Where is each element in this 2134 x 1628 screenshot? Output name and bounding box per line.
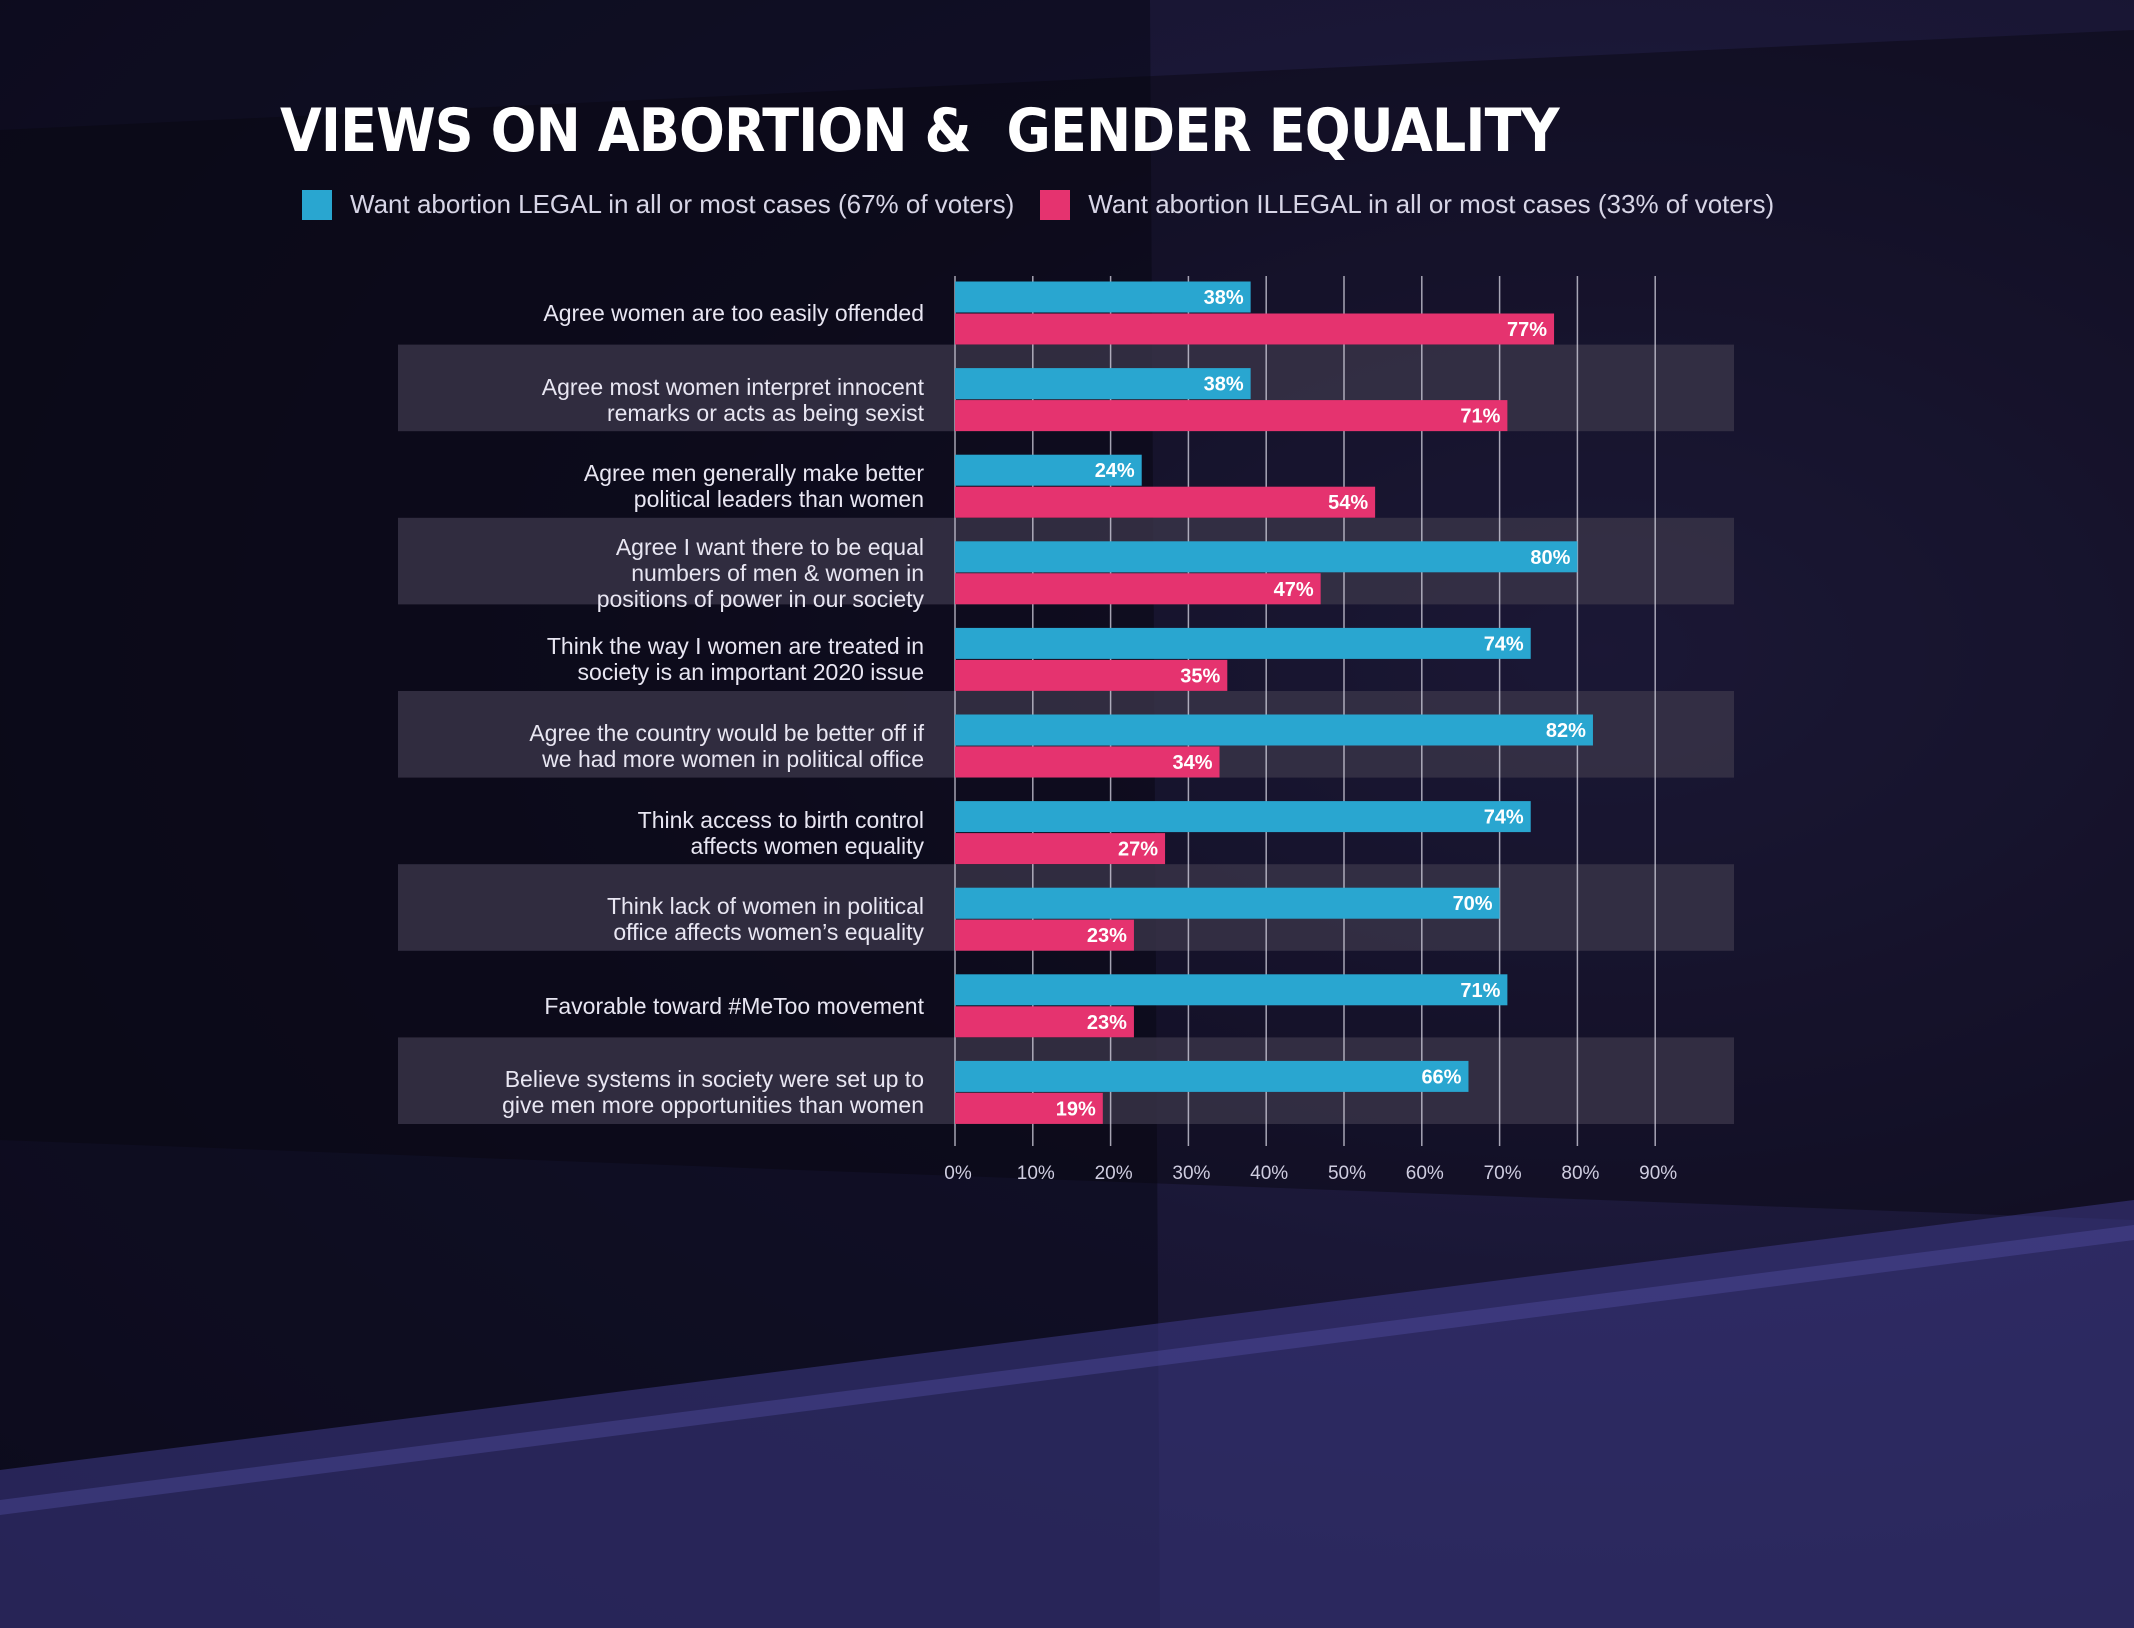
bar-legal: [955, 1060, 1469, 1092]
bar-value-label: 24%: [1095, 460, 1135, 482]
bar-illegal: [955, 919, 1134, 951]
legend-item-legal: Want abortion LEGAL in all or most cases…: [302, 189, 1014, 220]
x-tick-label: 60%: [1406, 1163, 1444, 1184]
bar-illegal: [955, 573, 1321, 605]
bar-value-label: 66%: [1421, 1066, 1461, 1088]
bar-value-label: 35%: [1180, 665, 1220, 687]
bar-value-label: 70%: [1453, 893, 1493, 915]
bar-legal: [955, 974, 1508, 1006]
x-tick-label: 30%: [1172, 1163, 1210, 1184]
bar-legal: [955, 801, 1531, 833]
bar-value-label: 77%: [1507, 319, 1547, 341]
bar-legal: [955, 368, 1251, 400]
bar-value-label: 47%: [1274, 579, 1314, 601]
bar-illegal: [955, 486, 1376, 518]
bar-legal: [955, 454, 1142, 486]
category-label: Agree men generally make better politica…: [583, 460, 924, 513]
bar-illegal: [955, 313, 1555, 345]
x-tick-label: 80%: [1561, 1163, 1599, 1184]
legend: Want abortion LEGAL in all or most cases…: [302, 189, 1800, 220]
bar-legal: [955, 887, 1500, 919]
bar-value-label: 54%: [1328, 492, 1368, 514]
bar-value-label: 74%: [1484, 633, 1524, 655]
x-tick-label: 20%: [1095, 1163, 1133, 1184]
x-axis-ticks: 0% 10% 20% 30% 40% 50% 60% 70% 80% 90%: [944, 1163, 1677, 1184]
x-tick-label: 90%: [1639, 1163, 1677, 1184]
category-label: Agree women are too easily offended: [543, 300, 924, 326]
bar-value-label: 80%: [1530, 547, 1570, 569]
category-label: Think access to birth control affects wo…: [637, 806, 924, 859]
bar-illegal: [955, 1006, 1134, 1038]
category-label: Agree most women interpret innocent rema…: [541, 373, 924, 426]
bar-value-label: 82%: [1546, 720, 1586, 742]
chart-title: VIEWS ON ABORTION & GENDER EQUALITY: [280, 96, 1560, 166]
bar-value-label: 71%: [1460, 406, 1500, 428]
bar-value-label: 23%: [1087, 925, 1127, 947]
category-label: Think the way I women are treated in soc…: [546, 633, 924, 686]
bar-value-label: 38%: [1204, 374, 1244, 396]
bar-legal: [955, 281, 1251, 313]
legend-label-illegal: Want abortion ILLEGAL in all or most cas…: [1088, 189, 1775, 219]
x-tick-label: 50%: [1328, 1163, 1366, 1184]
bar-legal: [955, 627, 1531, 659]
bars: [955, 281, 1593, 1124]
bar-value-label: 23%: [1087, 1012, 1127, 1034]
category-label: Think lack of women in political office …: [606, 893, 924, 946]
bar-illegal: [955, 833, 1166, 865]
category-label: Favorable toward #MeToo movement: [544, 992, 924, 1019]
legend-item-illegal: Want abortion ILLEGAL in all or most cas…: [1040, 189, 1774, 220]
category-label: Agree I want there to be equal numbers o…: [596, 533, 924, 612]
legend-swatch-legal: [302, 189, 332, 220]
bar-value-label: 74%: [1484, 807, 1524, 829]
bar-value-label: 34%: [1172, 752, 1212, 774]
bar-illegal: [955, 400, 1508, 432]
x-tick-label: 40%: [1250, 1163, 1288, 1184]
bar-legal: [955, 714, 1593, 746]
bar-value-label: 71%: [1460, 980, 1500, 1002]
bar-value-label: 27%: [1118, 839, 1158, 861]
legend-swatch-illegal: [1040, 189, 1071, 220]
category-label: Agree the country would be better off if…: [529, 720, 924, 772]
bar-illegal: [955, 659, 1228, 691]
x-tick-label: 10%: [1017, 1163, 1055, 1184]
bar-value-labels: 38% 77% 38% 71% 24% 54% 80% 47% 74% 35% 82% 34% 74% 2…: [1056, 287, 1586, 1120]
bar-value-label: 19%: [1056, 1098, 1096, 1120]
legend-label-legal: Want abortion LEGAL in all or most cases…: [350, 189, 1015, 219]
bar-value-label: 38%: [1204, 287, 1244, 309]
x-tick-label: 0%: [944, 1163, 972, 1184]
x-tick-label: 70%: [1484, 1163, 1522, 1184]
category-label: Believe systems in society were set up t…: [502, 1066, 924, 1119]
bar-illegal: [955, 746, 1220, 778]
bar-illegal: [955, 1092, 1103, 1124]
bar-legal: [955, 541, 1578, 573]
